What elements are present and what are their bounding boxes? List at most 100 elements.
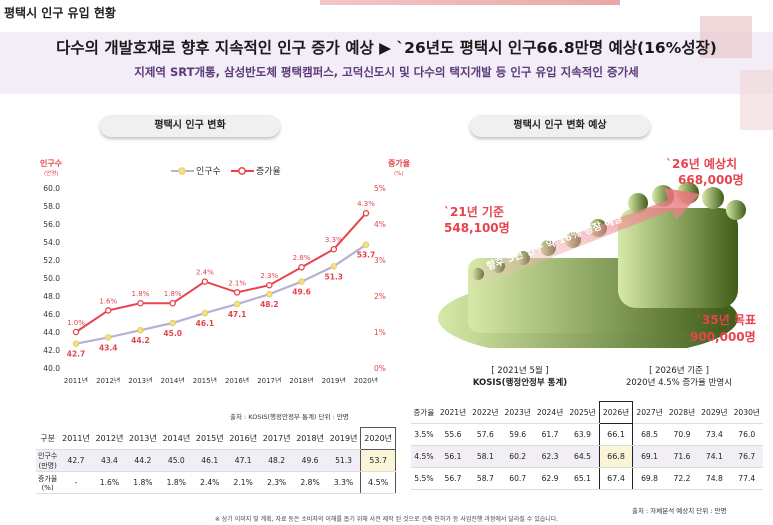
- left-tick-label: 56.0: [43, 220, 60, 229]
- population-series-line: [75, 243, 367, 345]
- population-point: [233, 300, 241, 308]
- table-row-label: 인구수 (만명): [36, 449, 60, 472]
- right-tick-label: 1%: [374, 328, 386, 337]
- table-header-year: 2015년: [193, 427, 227, 450]
- table-cell: 48.2: [259, 449, 294, 472]
- table-cell: 2.1%: [226, 471, 260, 494]
- table-cell: 1.6%: [92, 471, 127, 494]
- growth-data-label: 2.4%: [196, 269, 214, 277]
- table-cell: 67.4: [598, 467, 634, 490]
- table-header-year: 2011년: [59, 427, 93, 450]
- table-header-year: 2020년: [360, 427, 396, 450]
- right-axis-title: 증가율: [388, 158, 411, 168]
- table-cell: 47.1: [226, 449, 260, 472]
- table-header-year: 2028년: [665, 401, 699, 424]
- growth-data-label: 4.3%: [357, 200, 375, 208]
- population-point: [169, 319, 176, 327]
- table-header-year: 2030년: [730, 401, 763, 424]
- right-tick-label: 0%: [374, 364, 386, 373]
- table-cell: 44.2: [126, 449, 160, 472]
- population-point: [201, 309, 209, 317]
- label-2035: `35년 목표: [696, 313, 756, 327]
- x-tick-label: 2017년: [257, 376, 281, 383]
- label-2021: `21년 기준: [444, 204, 504, 219]
- population-table: 구분 2011년 2012년 2013년 2014년 2015년 2016년 2017년 201…: [36, 427, 396, 494]
- table-row-label: 증가율 (%): [36, 471, 60, 494]
- growth-arrow: [468, 188, 700, 288]
- table-header-year: 2027년: [632, 401, 666, 424]
- population-data-label: 44.2: [131, 336, 150, 345]
- x-tick-label: 2016년: [225, 376, 249, 383]
- headline: 다수의 개발호재로 향후 지속적인 인구 증가 예상 ▶ `26년도 평택시 인…: [56, 39, 717, 57]
- growth-point: [169, 299, 176, 307]
- population-data-label: 51.3: [325, 272, 344, 281]
- table-cell: 73.4: [698, 423, 731, 446]
- legend-label-growth: 증가율: [256, 166, 281, 177]
- table-cell: -: [59, 471, 93, 494]
- population-data-label: 43.4: [99, 343, 118, 352]
- legend-marker-population: [178, 167, 186, 175]
- note-2026-line2: 2020년 4.5% 증가율 반영시: [625, 378, 733, 388]
- table-cell: 66.1: [598, 423, 634, 446]
- legend-marker-growth: [238, 167, 246, 175]
- population-point: [298, 278, 305, 285]
- x-tick-label: 2013년: [128, 376, 152, 383]
- population-line-chart: 인구수(만명)증가율(%)40.042.044.046.048.050.052.…: [40, 158, 411, 383]
- left-tick-label: 54.0: [43, 238, 60, 247]
- growth-point: [137, 299, 144, 307]
- left-tick-label: 42.0: [43, 346, 60, 355]
- note-2021: [ 2021년 5월 ] KOSIS(행정안정부 통계): [470, 364, 570, 388]
- title-band: [0, 32, 773, 94]
- population-data-label: 49.6: [292, 288, 311, 297]
- table-cell: 46.1: [193, 449, 227, 472]
- x-tick-label: 2020년: [354, 376, 378, 383]
- left-tick-label: 44.0: [43, 328, 60, 337]
- growth-data-label: 2.8%: [293, 254, 311, 262]
- population-point: [362, 241, 370, 248]
- left-tick-label: 58.0: [43, 202, 60, 211]
- x-tick-label: 2011년: [64, 376, 88, 383]
- growth-point: [298, 263, 305, 271]
- growth-data-label: 1.6%: [99, 297, 117, 305]
- table-cell: 69.1: [632, 445, 666, 468]
- table-cell: 55.6: [436, 423, 470, 446]
- population-data-label: 46.1: [196, 319, 215, 328]
- table-cell: 1.8%: [126, 471, 160, 494]
- table-cell: 58.1: [469, 445, 502, 468]
- growth-data-label: 1.0%: [67, 319, 85, 327]
- table-cell: 64.5: [566, 445, 600, 468]
- growth-series-line: [75, 212, 367, 333]
- left-tick-label: 60.0: [43, 184, 60, 193]
- table-header-label: 구분: [36, 427, 60, 450]
- right-table-source: 출처 : 자체분석 예상치 단위 : 만명: [632, 507, 727, 515]
- table-header-year: 2026년: [598, 401, 634, 424]
- population-point: [137, 326, 144, 334]
- table-cell: 3.3%: [326, 471, 361, 494]
- x-tick-label: 2018년: [289, 376, 313, 383]
- population-point: [266, 290, 273, 298]
- decor-square: [740, 70, 773, 130]
- table-cell: 51.3: [326, 449, 361, 472]
- table-cell: 62.3: [533, 445, 567, 468]
- table-cell: 68.5: [632, 423, 666, 446]
- growth-point: [330, 245, 338, 253]
- left-tick-label: 50.0: [43, 274, 60, 283]
- section-title: 평택시 인구 유입 현황: [4, 6, 116, 20]
- table-cell: 72.2: [665, 467, 699, 490]
- note-2026: [ 2026년 기준 ] 2020년 4.5% 증가율 반영시: [614, 364, 744, 388]
- table-header-year: 2021년: [436, 401, 470, 424]
- table-header-year: 2014년: [159, 427, 194, 450]
- table-cell: 2.4%: [193, 471, 227, 494]
- table-header-year: 2019년: [326, 427, 361, 450]
- note-2021-line1: [ 2021년 5월 ]: [491, 366, 549, 376]
- table-header-year: 2025년: [566, 401, 600, 424]
- table-cell: 53.7: [360, 449, 396, 472]
- x-tick-label: 2015년: [193, 376, 217, 383]
- table-row-label: 4.5%: [411, 445, 437, 468]
- left-tick-label: 46.0: [43, 310, 60, 319]
- x-tick-label: 2014년: [161, 376, 185, 383]
- table-row-label: 3.5%: [411, 423, 437, 446]
- label-2026: `26년 예상치: [666, 156, 737, 171]
- right-section-title: 평택시 인구 변화 예상: [470, 115, 650, 137]
- table-cell: 2.8%: [293, 471, 327, 494]
